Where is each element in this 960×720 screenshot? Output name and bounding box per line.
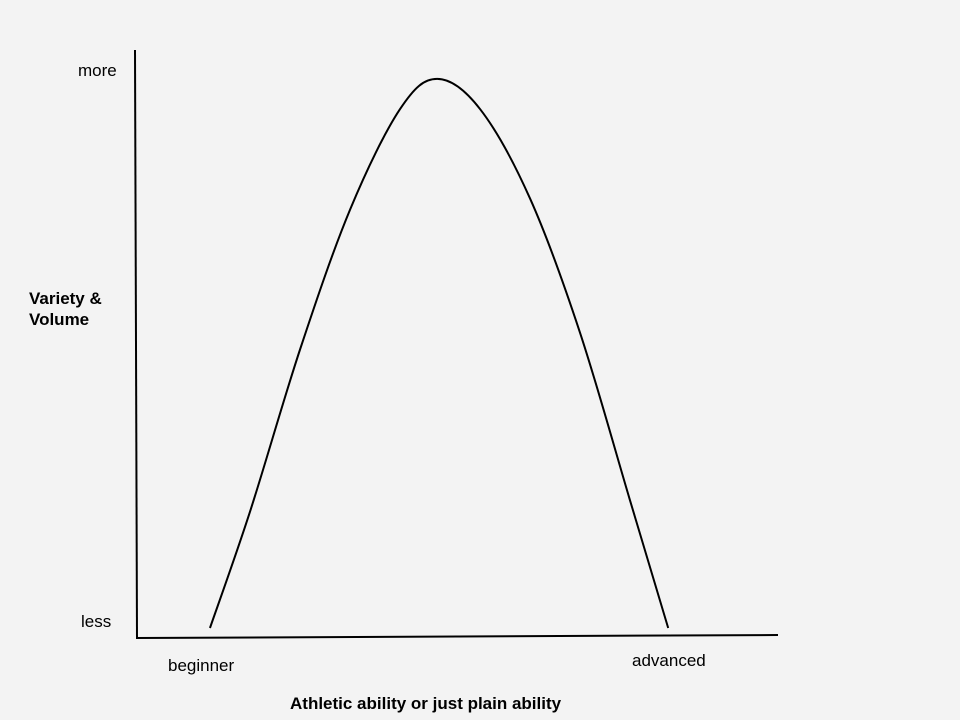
x-axis-label: Athletic ability or just plain ability <box>290 694 562 713</box>
x-tick-advanced: advanced <box>632 651 706 670</box>
x-axis <box>135 634 779 639</box>
y-tick-more: more <box>78 61 117 80</box>
series-line <box>209 77 670 629</box>
y-tick-less: less <box>81 612 112 631</box>
y-axis-label: Variety & Volume <box>29 289 102 329</box>
y-axis <box>134 49 138 640</box>
x-tick-beginner: beginner <box>168 656 235 675</box>
